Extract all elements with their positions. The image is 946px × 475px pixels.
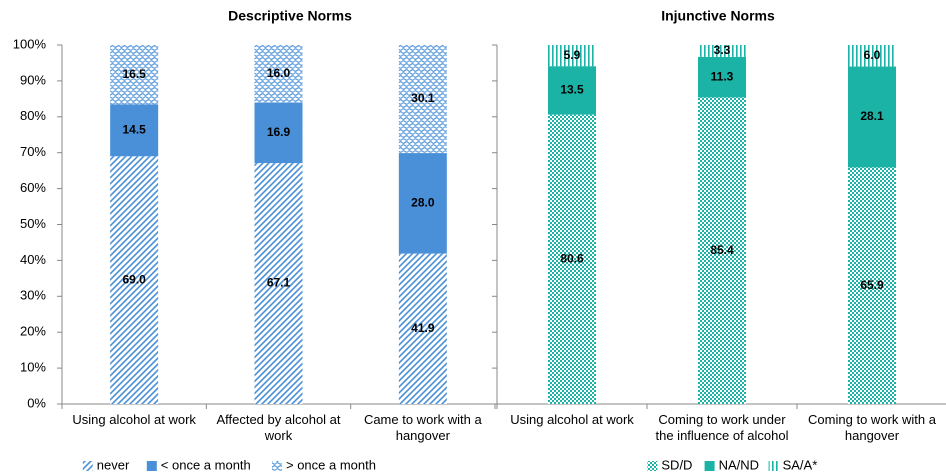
x-tick-label: Coming to work under the influence of al… — [655, 412, 789, 443]
bar-segment — [110, 104, 159, 157]
data-label: 41.9 — [411, 321, 435, 335]
data-label: 3.3 — [714, 43, 731, 57]
x-tick-label: Coming to work with a hangover — [808, 412, 936, 443]
bar-segment — [110, 156, 159, 404]
data-label: 16.5 — [122, 67, 146, 81]
data-label: 80.6 — [560, 251, 584, 265]
legend-swatch — [647, 461, 658, 471]
y-tick-label: 50% — [20, 216, 46, 231]
y-tick-label: 40% — [20, 252, 46, 267]
y-tick-label: 10% — [20, 360, 46, 375]
y-tick-label: 30% — [20, 288, 46, 303]
bar-segment — [698, 56, 746, 98]
data-label: 28.0 — [411, 195, 435, 209]
legend-label: never — [97, 457, 130, 472]
y-tick-label: 20% — [20, 324, 46, 339]
legend-label: SD/D — [661, 457, 692, 472]
bar-segment — [698, 45, 746, 57]
legend-label: > once a month — [286, 457, 376, 472]
bar-segment — [398, 45, 447, 154]
y-tick-label: 90% — [20, 72, 46, 87]
bar-segment — [110, 45, 159, 105]
data-label: 30.1 — [411, 91, 435, 105]
y-tick-label: 60% — [20, 180, 46, 195]
bar-segment — [254, 45, 303, 103]
bar-segment — [548, 66, 596, 115]
data-label: 5.9 — [564, 48, 581, 62]
bar-segment — [548, 114, 596, 405]
legend-swatch — [82, 461, 93, 471]
x-tick-label: Came to work with a hangover — [363, 412, 482, 443]
x-tick-label: Using alcohol at work — [72, 412, 196, 427]
data-label: 13.5 — [560, 83, 584, 97]
y-tick-label: 80% — [20, 108, 46, 123]
legend-label: SA/A* — [783, 457, 818, 472]
bar-segment — [254, 102, 303, 164]
legend-label: NA/ND — [719, 457, 759, 472]
bar-segment — [848, 167, 896, 404]
data-label: 69.0 — [122, 272, 146, 286]
legend-swatch — [272, 461, 282, 471]
data-label: 6.0 — [864, 48, 881, 62]
bar-segment — [548, 45, 596, 67]
chart-title: Descriptive Norms — [228, 8, 352, 24]
y-tick-label: 70% — [20, 144, 46, 159]
y-tick-label: 0% — [27, 395, 46, 410]
y-tick-label: 100% — [13, 36, 47, 51]
data-label: 67.1 — [267, 276, 291, 290]
legend-label: < once a month — [161, 457, 251, 472]
legend-swatch — [704, 461, 715, 471]
bar-segment — [848, 66, 896, 168]
x-tick-label: Using alcohol at work — [510, 412, 634, 427]
bar-segment — [254, 163, 303, 404]
data-label: 65.9 — [860, 278, 884, 292]
data-label: 11.3 — [711, 69, 734, 83]
data-label: 16.0 — [267, 66, 291, 80]
chart-title: Injunctive Norms — [661, 8, 775, 24]
bar-segment — [698, 97, 746, 404]
x-tick-label: Affected by alcohol at work — [216, 412, 341, 443]
bar-segment — [398, 253, 447, 404]
legend-swatch — [146, 461, 157, 471]
data-label: 28.1 — [860, 109, 884, 123]
bar-segment — [398, 153, 447, 254]
legend-swatch — [768, 461, 779, 471]
data-label: 16.9 — [267, 125, 291, 139]
data-label: 14.5 — [122, 122, 146, 136]
bar-segment — [848, 45, 896, 67]
data-label: 85.4 — [710, 243, 734, 257]
